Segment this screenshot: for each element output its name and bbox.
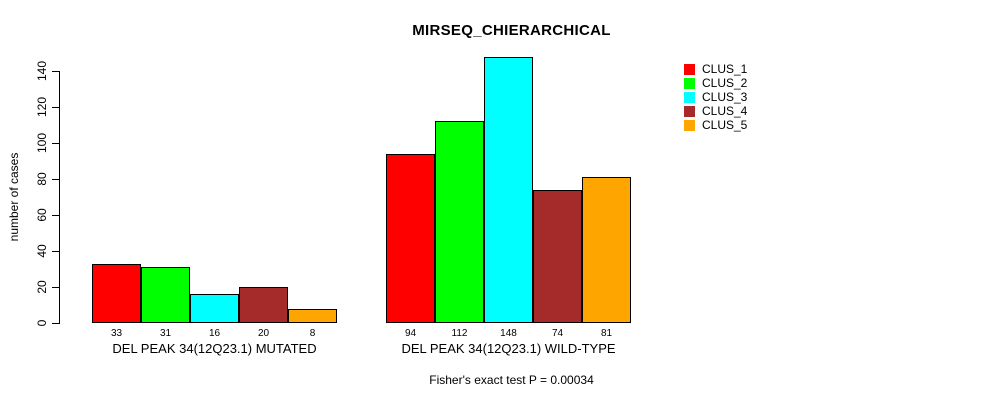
y-tick-mark (52, 107, 59, 108)
legend-item-clus_4: CLUS_4 (684, 104, 747, 118)
bar-value-label: 94 (404, 328, 417, 339)
legend-swatch (684, 63, 695, 75)
bar-clus_5 (582, 177, 631, 323)
legend-swatch (684, 91, 695, 103)
y-tick-mark (52, 143, 59, 144)
y-axis-title: number of cases (7, 152, 21, 242)
y-tick-mark (52, 215, 59, 216)
legend: CLUS_1 CLUS_2 CLUS_3 CLUS_4 CLUS_5 (684, 62, 747, 132)
y-tick-label: 20 (35, 280, 49, 294)
bar-clus_1 (386, 153, 435, 323)
y-tick-mark (52, 179, 59, 180)
bar-clus_4 (239, 287, 288, 323)
legend-item-clus_1: CLUS_1 (684, 62, 747, 76)
bar-value-label: 74 (551, 328, 564, 339)
legend-item-clus_2: CLUS_2 (684, 76, 747, 90)
legend-item-clus_5: CLUS_5 (684, 118, 747, 132)
group-axis-label: DEL PEAK 34(12Q23.1) MUTATED (112, 341, 317, 356)
legend-label: CLUS_1 (702, 62, 748, 76)
bar-value-label: 8 (309, 328, 316, 339)
bar-value-label: 20 (257, 328, 270, 339)
legend-label: CLUS_5 (702, 118, 748, 132)
bar-value-label: 148 (500, 328, 517, 339)
y-tick-label: 40 (35, 244, 49, 258)
y-tick-mark (52, 287, 59, 288)
bar-value-label: 112 (451, 328, 468, 339)
bar-clus_2 (435, 121, 484, 323)
bar-value-label: 81 (600, 328, 613, 339)
legend-label: CLUS_4 (702, 104, 748, 118)
y-axis-line (59, 71, 60, 324)
legend-label: CLUS_2 (702, 76, 748, 90)
bar-value-label: 31 (159, 328, 172, 339)
y-tick-mark (52, 71, 59, 72)
chart-title: MIRSEQ_CHIERARCHICAL (412, 22, 611, 39)
y-tick-label: 140 (35, 60, 49, 82)
y-tick-label: 0 (35, 319, 49, 327)
y-tick-mark (52, 323, 59, 324)
y-tick-label: 120 (35, 96, 49, 118)
y-tick-label: 80 (35, 172, 49, 186)
legend-swatch (684, 77, 695, 89)
y-tick-label: 60 (35, 208, 49, 222)
bar-clus_2 (141, 267, 190, 323)
bar-clus_5 (288, 308, 337, 323)
legend-label: CLUS_3 (702, 90, 748, 104)
bar-clus_4 (533, 189, 582, 323)
bar-clus_1 (92, 263, 141, 323)
y-tick-label: 100 (35, 132, 49, 154)
group-axis-label: DEL PEAK 34(12Q23.1) WILD-TYPE (401, 341, 616, 356)
bar-value-label: 16 (208, 328, 221, 339)
footnote: Fisher's exact test P = 0.00034 (429, 373, 594, 387)
legend-swatch (684, 105, 695, 117)
legend-item-clus_3: CLUS_3 (684, 90, 747, 104)
bar-clus_3 (190, 294, 239, 323)
y-tick-mark (52, 251, 59, 252)
legend-swatch (684, 119, 695, 131)
bar-value-label: 33 (110, 328, 123, 339)
bar-clus_3 (484, 56, 533, 323)
